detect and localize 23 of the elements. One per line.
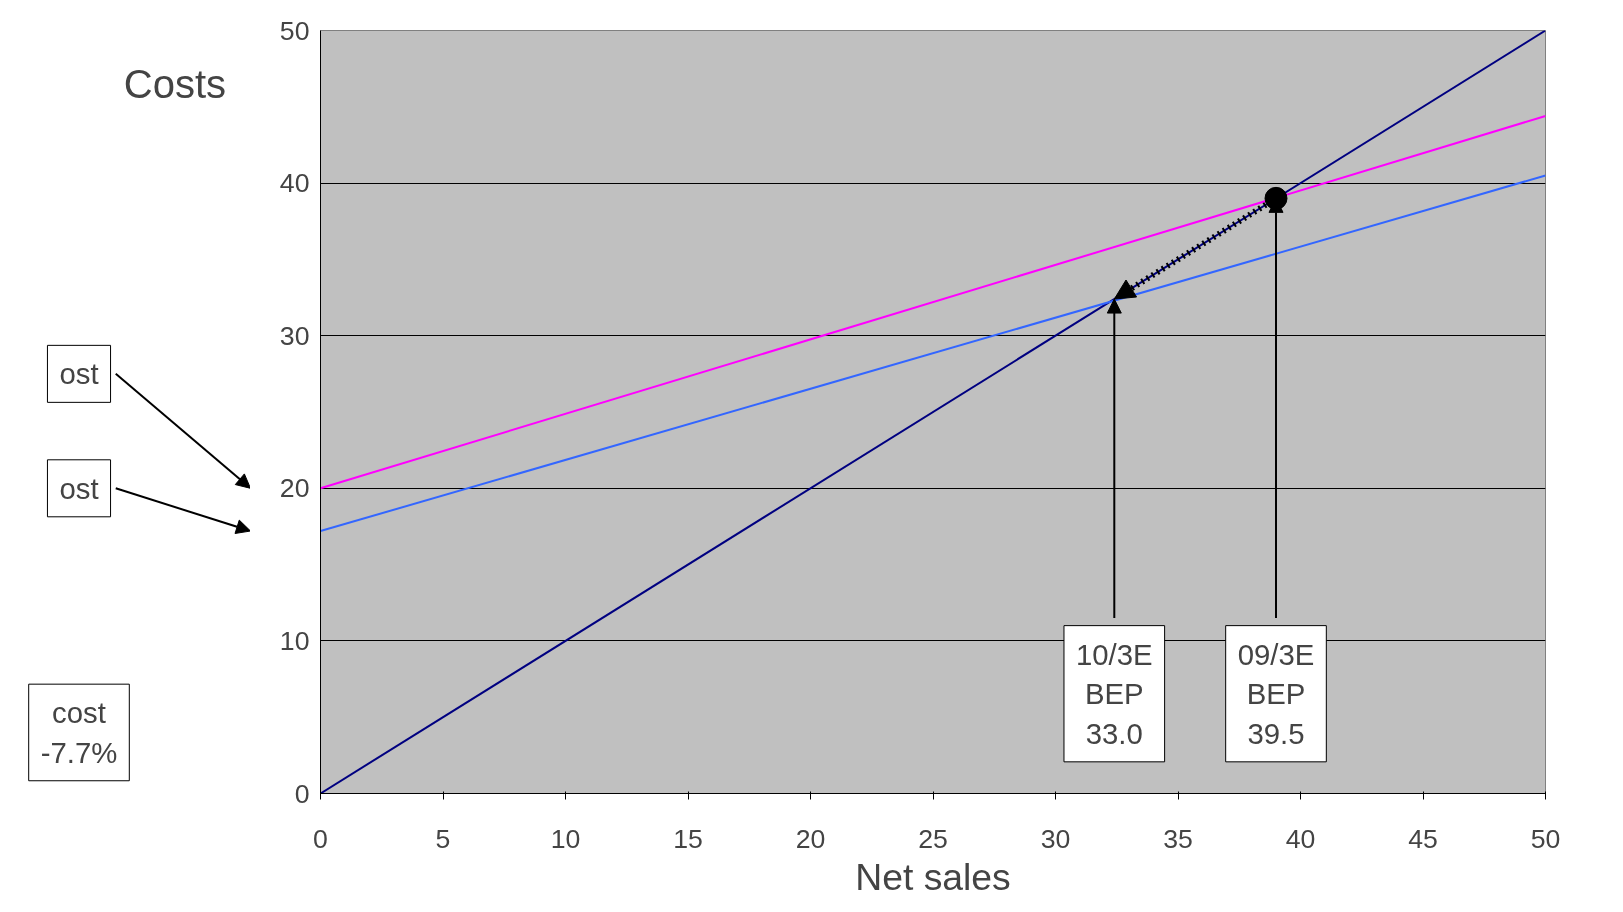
x-tick-label: 15 [673,823,703,854]
annotation: 10/3E BEP 33.0 [1075,637,1153,750]
x-tick-label: 25 [918,823,948,854]
text: ost [59,471,99,505]
x-tick-label: 5 [435,823,451,854]
x-tick-label: 45 [1408,823,1438,854]
y-tick-label: 40 [279,168,310,199]
text: ost [59,357,99,391]
x-tick-label: 20 [795,823,826,854]
y-tick-label: 20 [279,473,310,504]
annotation: 09/3E BEP 39.5 [1237,637,1315,750]
x-tick-label: 30 [1040,823,1071,854]
x-tick-label: 10 [550,823,581,854]
x-tick-label: 40 [1285,823,1316,854]
y-tick-label: 50 [279,15,310,46]
x-axis-title: Net sales [855,855,1011,898]
y-tick-label: 10 [279,625,310,656]
x-tick-label: 50 [1530,823,1561,854]
y-tick-label: 0 [294,778,310,809]
x-tick-label: 35 [1163,823,1193,854]
text: cost -7.7% [40,696,118,769]
y-axis-title: Costs [123,61,226,106]
y-tick-label: 30 [279,320,310,351]
